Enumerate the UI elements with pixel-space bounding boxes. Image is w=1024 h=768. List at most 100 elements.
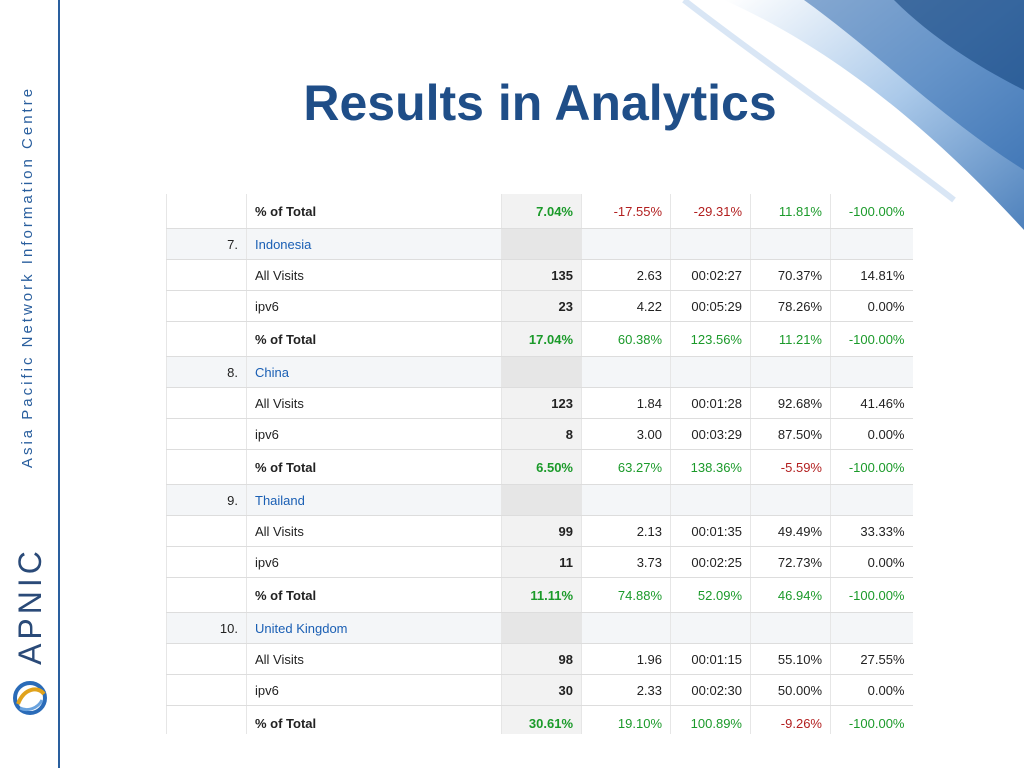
metric-cell: 00:05:29 bbox=[670, 290, 751, 322]
total-row: % of Total 17.04% 60.38% 123.56% 11.21% -100.… bbox=[166, 321, 913, 357]
metric-cell: 00:02:30 bbox=[670, 674, 751, 706]
table-row: ipv6 8 3.00 00:03:29 87.50% 0.00% bbox=[166, 418, 913, 450]
table-row: All Visits 98 1.96 00:01:15 55.10% 27.55% bbox=[166, 643, 913, 675]
total-row: % of Total 30.61% 19.10% 100.89% -9.26% -100.… bbox=[166, 705, 913, 734]
metric-cell: 1.84 bbox=[581, 387, 671, 419]
country-link[interactable]: China bbox=[246, 356, 502, 388]
metric-cell: 46.94% bbox=[750, 577, 831, 613]
metric-cell: -100.00% bbox=[830, 449, 913, 485]
row-label: All Visits bbox=[246, 387, 502, 419]
metric-cell: 41.46% bbox=[830, 387, 913, 419]
metric-cell: 00:01:35 bbox=[670, 515, 751, 547]
metric-cell: 78.26% bbox=[750, 290, 831, 322]
table-row: All Visits 123 1.84 00:01:28 92.68% 41.46% bbox=[166, 387, 913, 419]
visits-cell: 135 bbox=[501, 259, 582, 291]
row-index bbox=[166, 194, 247, 229]
metric-cell: 1.96 bbox=[581, 643, 671, 675]
metric-cell: 50.00% bbox=[750, 674, 831, 706]
row-index: 9. bbox=[166, 484, 247, 516]
country-link[interactable]: Thailand bbox=[246, 484, 502, 516]
visits-cell: 30.61% bbox=[501, 705, 582, 734]
row-index bbox=[166, 705, 247, 734]
row-index: 7. bbox=[166, 228, 247, 260]
table-row: ipv6 11 3.73 00:02:25 72.73% 0.00% bbox=[166, 546, 913, 578]
visits-cell: 99 bbox=[501, 515, 582, 547]
row-label: % of Total bbox=[246, 577, 502, 613]
visits-cell: 8 bbox=[501, 418, 582, 450]
row-label: All Visits bbox=[246, 259, 502, 291]
metric-cell: 00:01:28 bbox=[670, 387, 751, 419]
metric-cell: 11.21% bbox=[750, 321, 831, 357]
metric-cell bbox=[750, 356, 831, 388]
row-index bbox=[166, 577, 247, 613]
metric-cell bbox=[830, 484, 913, 516]
metric-cell bbox=[750, 484, 831, 516]
metric-cell: 52.09% bbox=[670, 577, 751, 613]
visits-cell: 98 bbox=[501, 643, 582, 675]
metric-cell bbox=[750, 612, 831, 644]
metric-cell: 2.63 bbox=[581, 259, 671, 291]
metric-cell: -17.55% bbox=[581, 194, 671, 229]
apnic-emblem-icon bbox=[13, 681, 47, 715]
metric-cell: 138.36% bbox=[670, 449, 751, 485]
table-row: All Visits 135 2.63 00:02:27 70.37% 14.81% bbox=[166, 259, 913, 291]
row-label: All Visits bbox=[246, 643, 502, 675]
row-index bbox=[166, 387, 247, 419]
metric-cell: 74.88% bbox=[581, 577, 671, 613]
metric-cell: 49.49% bbox=[750, 515, 831, 547]
row-label: All Visits bbox=[246, 515, 502, 547]
metric-cell: 60.38% bbox=[581, 321, 671, 357]
row-label: ipv6 bbox=[246, 546, 502, 578]
row-label: % of Total bbox=[246, 449, 502, 485]
metric-cell: 72.73% bbox=[750, 546, 831, 578]
country-link[interactable]: Indonesia bbox=[246, 228, 502, 260]
metric-cell: -100.00% bbox=[830, 705, 913, 734]
row-label: ipv6 bbox=[246, 290, 502, 322]
row-index: 10. bbox=[166, 612, 247, 644]
metric-cell: 3.73 bbox=[581, 546, 671, 578]
table-row: ipv6 23 4.22 00:05:29 78.26% 0.00% bbox=[166, 290, 913, 322]
metric-cell: 87.50% bbox=[750, 418, 831, 450]
metric-cell: 100.89% bbox=[670, 705, 751, 734]
metric-cell: 4.22 bbox=[581, 290, 671, 322]
metric-cell: 2.33 bbox=[581, 674, 671, 706]
row-index bbox=[166, 290, 247, 322]
metric-cell: 2.13 bbox=[581, 515, 671, 547]
metric-cell: -100.00% bbox=[830, 194, 913, 229]
row-index bbox=[166, 321, 247, 357]
metric-cell bbox=[581, 356, 671, 388]
row-index bbox=[166, 643, 247, 675]
metric-cell: 00:03:29 bbox=[670, 418, 751, 450]
metric-cell: 00:02:27 bbox=[670, 259, 751, 291]
metric-cell: 11.81% bbox=[750, 194, 831, 229]
analytics-table: % of Total 7.04% -17.55% -29.31% 11.81% -100.… bbox=[166, 194, 926, 734]
metric-cell bbox=[670, 612, 751, 644]
row-index: 8. bbox=[166, 356, 247, 388]
metric-cell: 00:02:25 bbox=[670, 546, 751, 578]
row-index bbox=[166, 546, 247, 578]
metric-cell: -9.26% bbox=[750, 705, 831, 734]
metric-cell: 19.10% bbox=[581, 705, 671, 734]
total-row: % of Total 11.11% 74.88% 52.09% 46.94% -100.0… bbox=[166, 577, 913, 613]
org-name: Asia Pacific Network Information Centre bbox=[19, 85, 36, 469]
visits-cell: 123 bbox=[501, 387, 582, 419]
brand-strip: Asia Pacific Network Information Centre … bbox=[0, 0, 60, 768]
row-index bbox=[166, 259, 247, 291]
metric-cell: 3.00 bbox=[581, 418, 671, 450]
table-row: All Visits 99 2.13 00:01:35 49.49% 33.33% bbox=[166, 515, 913, 547]
metric-cell: 70.37% bbox=[750, 259, 831, 291]
country-link[interactable]: United Kingdom bbox=[246, 612, 502, 644]
total-row: % of Total 7.04% -17.55% -29.31% 11.81% -100.… bbox=[166, 194, 913, 229]
country-row: 10. United Kingdom bbox=[166, 612, 913, 644]
row-label: ipv6 bbox=[246, 674, 502, 706]
visits-cell: 30 bbox=[501, 674, 582, 706]
decorative-swoosh bbox=[682, 0, 1024, 230]
country-row: 9. Thailand bbox=[166, 484, 913, 516]
apnic-wordmark: APNIC bbox=[12, 547, 48, 665]
country-row: 7. Indonesia bbox=[166, 228, 913, 260]
metric-cell: 33.33% bbox=[830, 515, 913, 547]
metric-cell bbox=[670, 228, 751, 260]
visits-cell bbox=[501, 484, 582, 516]
metric-cell bbox=[581, 612, 671, 644]
row-label: ipv6 bbox=[246, 418, 502, 450]
